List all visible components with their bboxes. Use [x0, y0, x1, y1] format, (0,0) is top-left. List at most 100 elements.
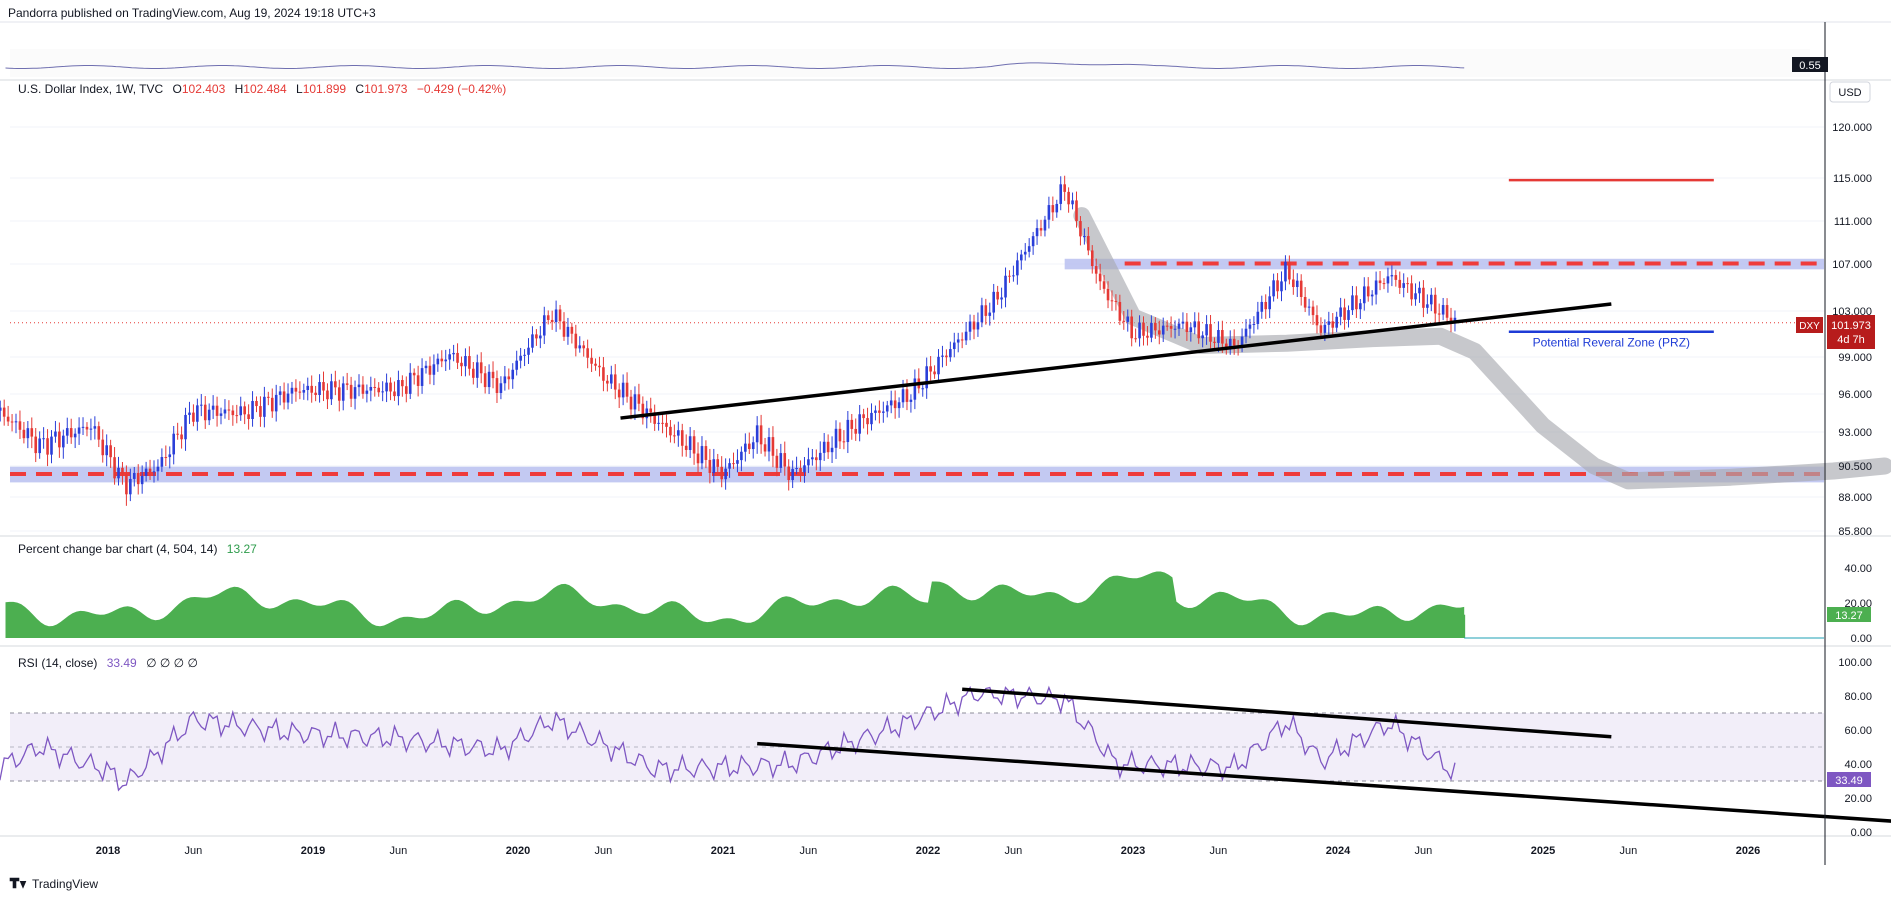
candle-body: [73, 433, 77, 438]
candle-body: [1264, 301, 1268, 310]
candle-body: [1232, 338, 1236, 346]
candle-body: [1422, 287, 1425, 308]
candle-body: [1189, 327, 1193, 333]
prz-annotation: Potential Reveral Zone (PRZ): [1533, 336, 1690, 350]
candle-body: [460, 362, 463, 367]
candle-body: [401, 380, 404, 387]
y-tick-label: 107.000: [1832, 259, 1872, 271]
candle-body: [751, 442, 755, 450]
candle-body: [740, 451, 743, 461]
candle-body: [1047, 205, 1051, 220]
candle-body: [637, 394, 641, 404]
candle-body: [606, 380, 609, 384]
candle-body: [945, 355, 948, 358]
candle-body: [590, 357, 593, 364]
currency-button[interactable]: USD: [1829, 81, 1871, 103]
candle-body: [1426, 304, 1429, 308]
candle-body: [870, 412, 873, 425]
candle-body: [960, 339, 964, 341]
candle-body: [282, 391, 286, 403]
y-tick-label: 20.00: [1844, 793, 1872, 805]
legend-change: −0.429 (−0.42%): [417, 82, 506, 96]
candle-body: [1272, 280, 1275, 297]
legend-open: 102.403: [182, 82, 226, 96]
candle-body: [341, 383, 345, 401]
x-tick-label: 2021: [711, 845, 735, 857]
candle-body: [1240, 336, 1244, 347]
x-tick-label: Jun: [1005, 845, 1023, 857]
candle-body: [373, 386, 377, 388]
candle-body: [1193, 321, 1197, 328]
candle-body: [1430, 294, 1433, 305]
candle-body: [1075, 200, 1078, 222]
candle-body: [1031, 236, 1035, 247]
candle-body: [1209, 324, 1212, 342]
candle-body: [152, 471, 156, 473]
candle-body: [322, 382, 325, 391]
y-tick-label: 111.000: [1834, 216, 1872, 228]
candle-body: [901, 389, 905, 403]
candle-body: [897, 402, 901, 409]
candle-body: [842, 441, 846, 443]
candle-body: [893, 400, 897, 409]
candle-body: [196, 405, 199, 422]
candle-body: [866, 418, 869, 425]
candle-body: [1185, 321, 1189, 333]
candle-body: [1059, 184, 1063, 204]
candle-body: [633, 394, 637, 410]
candle-body: [274, 394, 278, 412]
candle-body: [1343, 307, 1346, 320]
candle-body: [523, 354, 526, 356]
candle-body: [1154, 323, 1157, 331]
candle-body: [562, 321, 566, 337]
candle-body: [168, 454, 172, 458]
candle-body: [483, 373, 487, 388]
legend-symbol: U.S. Dollar Index, 1W, TVC: [18, 82, 163, 96]
percent-change-last-bar: [1462, 614, 1466, 638]
candle-body: [550, 319, 554, 323]
candle-body: [58, 431, 61, 448]
strip-value-badge: [1792, 57, 1828, 72]
candle-body: [1331, 321, 1335, 328]
legend-close: 101.973: [364, 82, 408, 96]
candle-body: [976, 322, 980, 330]
candle-body: [251, 400, 254, 419]
candle-body: [1252, 323, 1256, 325]
candle-body: [684, 445, 688, 450]
candle-body: [1039, 228, 1043, 231]
candle-body: [507, 376, 511, 380]
candle-body: [1027, 246, 1031, 252]
rsi-legend: RSI (14, close) 33.49 ∅ ∅ ∅ ∅: [18, 656, 198, 670]
candle-body: [539, 335, 542, 339]
candle-body: [720, 466, 723, 480]
candle-body: [393, 391, 396, 397]
candle-body: [665, 422, 668, 427]
candle-body: [397, 380, 400, 397]
candle-body: [755, 425, 759, 443]
candle-body: [1134, 338, 1137, 340]
candle-body: [219, 413, 223, 416]
candle-body: [677, 430, 680, 436]
candle-body: [1394, 275, 1398, 280]
candle-body: [416, 375, 420, 386]
candle-body: [468, 356, 471, 369]
candle-body: [921, 388, 925, 390]
candle-body: [680, 430, 684, 446]
percent-change-pane: [5, 571, 1824, 639]
projected-path: [1073, 207, 1891, 490]
x-tick-label: 2025: [1531, 845, 1555, 857]
candle-body: [736, 460, 739, 464]
y-tick-label: 93.000: [1838, 427, 1872, 439]
candle-body: [14, 421, 18, 423]
x-tick-label: 2018: [96, 845, 120, 857]
y-tick-label: 90.500: [1838, 461, 1872, 473]
candle-body: [519, 355, 522, 361]
candle-body: [1008, 275, 1011, 277]
candle-body: [1205, 324, 1208, 336]
candle-body: [428, 365, 432, 375]
candle-body: [554, 309, 558, 323]
candle-body: [50, 436, 53, 455]
candle-body: [1398, 279, 1402, 288]
candle-body: [613, 374, 617, 390]
